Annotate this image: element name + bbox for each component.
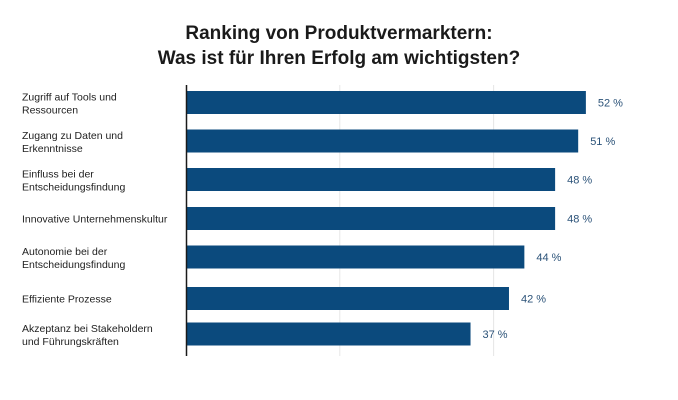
category-label: Effiziente Prozesse	[22, 294, 112, 306]
bar	[186, 129, 579, 153]
category-label: Autonomie bei der Entscheidungsfindung	[22, 246, 125, 271]
data-label: 37 %	[483, 329, 508, 341]
bar	[186, 207, 556, 230]
chart-title-line-2: Was ist für Ihren Erfolg am wichtigsten?	[158, 48, 520, 69]
bar	[186, 287, 509, 310]
chart-title-line-1: Ranking von Produktvermarktern:	[185, 23, 492, 44]
category-label: Zugang zu Daten und Erkenntnisse	[22, 130, 123, 155]
category-label: Akzeptanz bei Stakeholdern und Führungskr…	[22, 323, 153, 348]
bar	[186, 168, 556, 191]
data-label: 48 %	[567, 175, 592, 187]
data-label: 51 %	[590, 136, 615, 148]
bar	[186, 91, 586, 114]
data-label: 52 %	[598, 98, 623, 110]
data-label: 44 %	[536, 252, 561, 264]
data-label: 48 %	[567, 214, 592, 226]
category-label: Zugriff auf Tools und Ressourcen	[22, 92, 117, 117]
bar	[186, 245, 525, 269]
bar	[186, 322, 471, 346]
category-label: Innovative Unternehmenskultur	[22, 214, 168, 226]
category-label: Einfluss bei der Entscheidungsfindung	[22, 169, 125, 194]
data-label: 42 %	[521, 294, 546, 306]
